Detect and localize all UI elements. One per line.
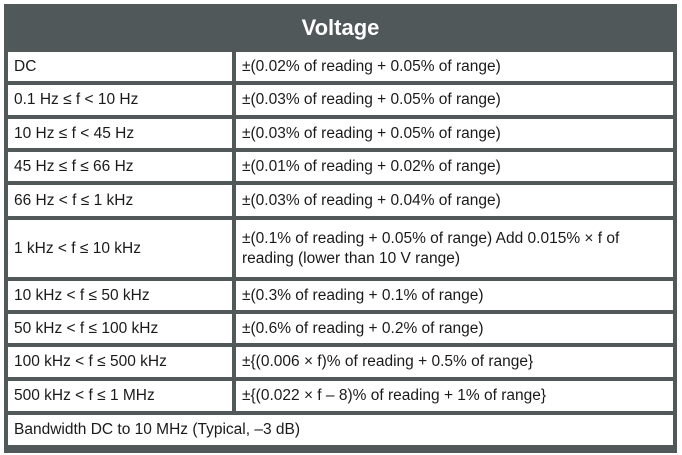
accuracy-cell: ±(0.3% of reading + 0.1% of range) bbox=[236, 281, 673, 310]
accuracy-cell: ±{(0.006 × f)% of reading + 0.5% of rang… bbox=[236, 347, 673, 377]
range-cell: 10 kHz < f ≤ 50 kHz bbox=[8, 281, 232, 310]
range-cell: 10 Hz ≤ f < 45 Hz bbox=[8, 119, 232, 148]
accuracy-cell: ±(0.02% of reading + 0.05% of range) bbox=[236, 52, 673, 81]
accuracy-cell: ±{(0.022 × f – 8)% of reading + 1% of ra… bbox=[236, 381, 673, 411]
accuracy-cell: ±(0.03% of reading + 0.05% of range) bbox=[236, 119, 673, 148]
range-cell: 0.1 Hz ≤ f < 10 Hz bbox=[8, 85, 232, 115]
accuracy-cell: ±(0.6% of reading + 0.2% of range) bbox=[236, 314, 673, 343]
range-cell: DC bbox=[8, 52, 232, 81]
range-cell: 50 kHz < f ≤ 100 kHz bbox=[8, 314, 232, 343]
accuracy-cell: ±(0.1% of reading + 0.05% of range) Add … bbox=[236, 220, 673, 277]
range-cell: 1 kHz < f ≤ 10 kHz bbox=[8, 220, 232, 277]
range-cell: 100 kHz < f ≤ 500 kHz bbox=[8, 347, 232, 377]
accuracy-cell: ±(0.01% of reading + 0.02% of range) bbox=[236, 152, 673, 181]
accuracy-cell: ±(0.03% of reading + 0.04% of range) bbox=[236, 185, 673, 216]
range-cell: 500 kHz < f ≤ 1 MHz bbox=[8, 381, 232, 411]
range-cell: 45 Hz ≤ f ≤ 66 Hz bbox=[8, 152, 232, 181]
bandwidth-note: Bandwidth DC to 10 MHz (Typical, –3 dB) bbox=[8, 415, 673, 445]
range-cell: 66 Hz < f ≤ 1 kHz bbox=[8, 185, 232, 216]
voltage-spec-table: Voltage DC ±(0.02% of reading + 0.05% of… bbox=[4, 4, 677, 453]
accuracy-cell: ±(0.03% of reading + 0.05% of range) bbox=[236, 85, 673, 115]
table-title: Voltage bbox=[301, 15, 380, 40]
